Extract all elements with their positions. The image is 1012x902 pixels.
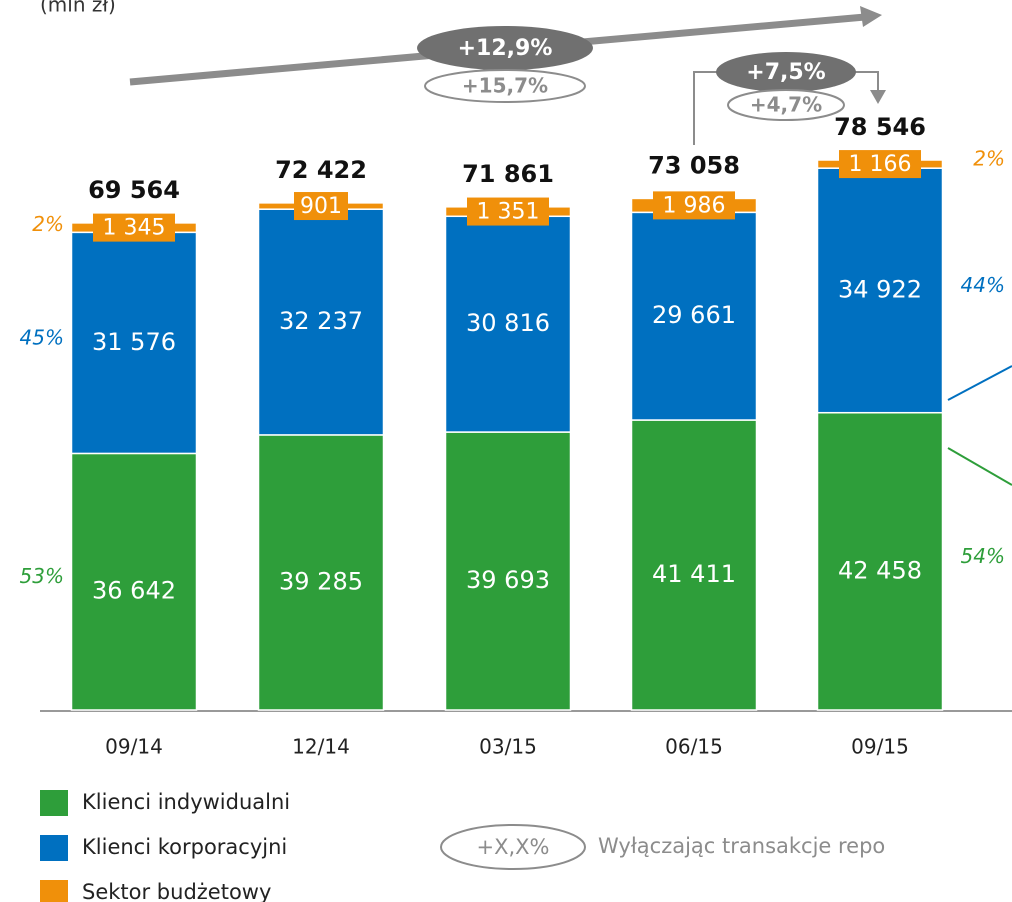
callout-line xyxy=(947,365,1012,401)
arrow-head xyxy=(860,6,882,27)
value-label: 41 411 xyxy=(652,560,736,588)
share-label: 54% xyxy=(961,544,1005,568)
value-label: 36 642 xyxy=(92,577,176,605)
growth-value: +12,9% xyxy=(458,36,553,61)
growth-value: +7,5% xyxy=(746,60,825,85)
growth-badge-repo xyxy=(727,89,845,121)
growth-repo: +4,7% xyxy=(750,93,822,117)
value-label: 901 xyxy=(300,194,342,219)
share-label: 53% xyxy=(20,564,64,588)
x-tick-label: 06/15 xyxy=(665,735,723,759)
value-label: 1 986 xyxy=(663,193,726,218)
legend-swatch xyxy=(40,880,68,902)
legend-swatch xyxy=(40,835,68,861)
bar-segment xyxy=(444,431,572,711)
value-label: 39 693 xyxy=(466,566,550,594)
total-label: 73 058 xyxy=(648,151,740,179)
bar-segment xyxy=(257,208,385,436)
share-label: 2% xyxy=(973,147,1005,171)
share-label: 45% xyxy=(20,325,64,349)
value-label-bg xyxy=(93,213,175,242)
x-tick-label: 03/15 xyxy=(479,735,537,759)
bar-segment xyxy=(70,231,198,455)
legend-label: Sektor budżetowy xyxy=(82,880,271,902)
value-label: 30 816 xyxy=(466,309,550,337)
x-tick-label: 09/14 xyxy=(105,735,163,759)
growth-repo: +15,7% xyxy=(462,74,548,98)
total-label: 72 422 xyxy=(275,156,367,184)
unit-label: (mln zł) xyxy=(40,0,116,17)
bar-segment xyxy=(444,215,572,433)
bar-segment xyxy=(816,167,944,414)
legend-label: Klienci korporacyjni xyxy=(82,835,287,859)
value-label: 29 661 xyxy=(652,301,736,329)
value-label: 1 345 xyxy=(103,216,166,241)
value-label-bg xyxy=(839,150,921,179)
value-label-bg xyxy=(294,192,348,221)
total-label: 78 546 xyxy=(834,113,926,141)
bar-segment xyxy=(630,419,758,711)
legend-note-symbol: +X,X% xyxy=(477,835,550,859)
growth-badge xyxy=(716,52,856,92)
growth-badge xyxy=(417,26,593,70)
value-label: 1 166 xyxy=(849,152,912,177)
arrow-head xyxy=(870,90,886,104)
bar-segment xyxy=(257,434,385,711)
value-label: 31 576 xyxy=(92,328,176,356)
total-label: 71 861 xyxy=(462,160,554,188)
bar-segment xyxy=(70,452,198,711)
value-label: 42 458 xyxy=(838,556,922,584)
total-label: 69 564 xyxy=(88,176,180,204)
growth-badge-repo xyxy=(424,69,586,103)
legend-label: Klienci indywidualni xyxy=(82,790,290,814)
x-tick-label: 09/15 xyxy=(851,735,909,759)
value-label: 34 922 xyxy=(838,275,922,303)
value-label-bg xyxy=(467,197,549,226)
x-tick-label: 12/14 xyxy=(292,735,350,759)
value-label: 32 237 xyxy=(279,307,363,335)
legend-note-text: Wyłączając transakcje repo xyxy=(598,834,885,858)
legend-note-badge xyxy=(440,824,586,870)
callout-line xyxy=(947,447,1012,486)
value-label: 1 351 xyxy=(477,200,540,225)
value-label: 39 285 xyxy=(279,567,363,595)
share-label: 44% xyxy=(961,273,1005,297)
bar-segment xyxy=(816,411,944,711)
legend-swatch xyxy=(40,790,68,816)
value-label-bg xyxy=(653,191,735,220)
share-label: 2% xyxy=(32,212,64,236)
bar-segment xyxy=(630,211,758,421)
